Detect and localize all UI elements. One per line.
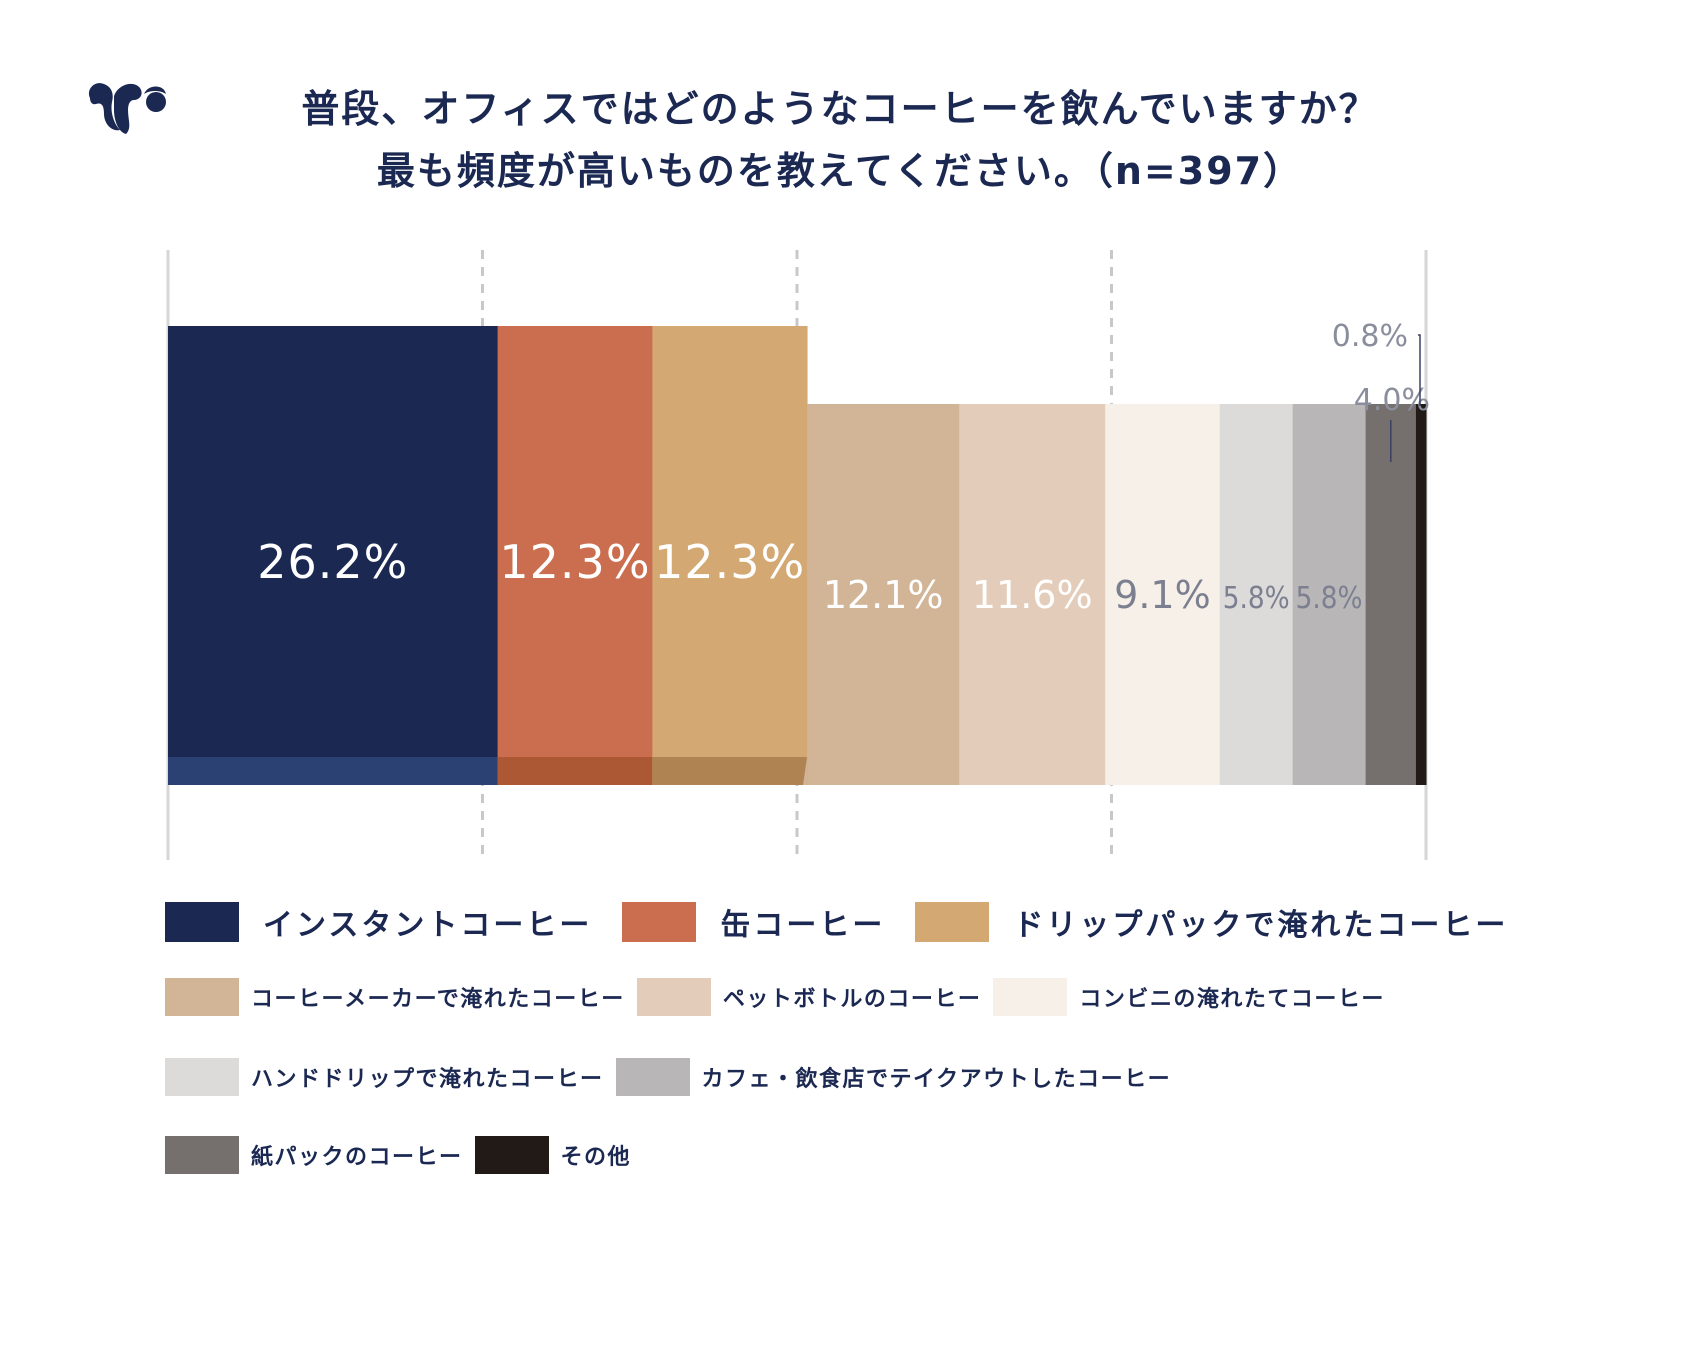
legend-label-7: ハンドドリップで淹れたコーヒー — [251, 1067, 604, 1092]
callout-label-10: 0.8% — [1332, 319, 1408, 354]
legend-label-3: ドリップパックで淹れたコーヒー — [1013, 908, 1509, 943]
bar-segment-7 — [1219, 404, 1294, 785]
legend-swatch-9 — [165, 1136, 239, 1174]
legend-row-2: コーヒーメーカーで淹れたコーヒー ペットボトルのコーヒー コンビニの淹れたてコーヒー — [165, 978, 1397, 1016]
bar-step-edge — [803, 757, 808, 785]
legend-item-8: カフェ・飲食店でテイクアウトしたコーヒー — [615, 1058, 1178, 1096]
legend-swatch-4 — [165, 978, 239, 1016]
callout-label-9: 4.0% — [1354, 383, 1430, 418]
data-label-1: 26.2% — [257, 535, 408, 589]
data-label-3: 12.3% — [654, 535, 805, 589]
legend-item-1: インスタントコーヒー — [165, 900, 616, 944]
data-label-5: 11.6% — [972, 573, 1093, 617]
bar-segment-6 — [1105, 404, 1221, 785]
data-label-6: 9.1% — [1114, 573, 1211, 617]
title-line-2: 最も頻度が高いものを教えてください。（n=397） — [376, 149, 1304, 193]
squirrel-logo-icon — [88, 83, 166, 134]
legend-item-4: コーヒーメーカーで淹れたコーヒー — [165, 978, 631, 1016]
chart-title: 普段、オフィスではどのようなコーヒーを飲んでいますか？ 最も頻度が高いものを教え… — [200, 78, 1480, 202]
title-line-1: 普段、オフィスではどのようなコーヒーを飲んでいますか？ — [301, 87, 1379, 131]
callout-leader-10 — [1418, 334, 1421, 406]
label-layer: 26.2% 12.3% 12.3% 12.1% 11.6% 9.1% 5.8% 5.8% 4.0… — [257, 319, 1430, 617]
legend-swatch-5 — [636, 978, 711, 1016]
data-label-8: 5.8% — [1296, 581, 1363, 616]
data-label-2: 12.3% — [499, 535, 650, 589]
legend-label-1: インスタントコーヒー — [263, 908, 593, 943]
legend-swatch-3 — [915, 902, 990, 942]
bar-segment-shade-2 — [497, 757, 653, 785]
legend-item-5: ペットボトルのコーヒー — [636, 978, 988, 1016]
legend-label-9: 紙パックのコーヒー — [251, 1145, 463, 1170]
legend-swatch-1 — [165, 902, 239, 942]
bar-segment-3 — [652, 326, 808, 785]
bar-segment-1 — [168, 326, 499, 785]
legend-item-6: コンビニの淹れたてコーヒー — [993, 978, 1391, 1016]
legend-label-6: コンビニの淹れたてコーヒー — [1079, 987, 1385, 1012]
legend-swatch-2 — [622, 902, 697, 942]
legend-row-3: ハンドドリップで淹れたコーヒー カフェ・飲食店でテイクアウトしたコーヒー — [165, 1058, 1183, 1096]
bar-segment-8 — [1292, 404, 1367, 785]
legend-label-10: その他 — [560, 1145, 632, 1170]
stacked-bar-chart: 26.2% 12.3% 12.3% 12.1% 11.6% 9.1% 5.8% 5.8% 4.0… — [166, 250, 1430, 860]
legend-label-8: カフェ・飲食店でテイクアウトしたコーヒー — [701, 1067, 1172, 1092]
legend-row-1: インスタントコーヒー 缶コーヒー ドリップパックで淹れたコーヒー — [165, 900, 1538, 944]
legend-swatch-7 — [165, 1058, 239, 1096]
legend-swatch-6 — [993, 978, 1068, 1016]
legend-label-4: コーヒーメーカーで淹れたコーヒー — [251, 987, 625, 1012]
bar-segment-5 — [959, 404, 1106, 785]
legend-label-2: 缶コーヒー — [720, 908, 886, 943]
data-label-4: 12.1% — [823, 573, 944, 617]
legend-swatch-10 — [474, 1136, 549, 1174]
bar-segment-10 — [1415, 404, 1427, 785]
legend-item-7: ハンドドリップで淹れたコーヒー — [165, 1058, 610, 1096]
bar-segment-2 — [497, 326, 653, 785]
legend-item-2: 缶コーヒー — [622, 900, 909, 944]
bar-segment-9 — [1365, 404, 1417, 785]
legend-label-5: ペットボトルのコーヒー — [722, 987, 982, 1012]
bar-segment-4 — [807, 404, 960, 785]
bar-segment-shade-3 — [652, 757, 808, 785]
legend-item-10: その他 — [474, 1136, 638, 1174]
bar-segment-shade-1 — [168, 757, 499, 785]
legend-item-3: ドリップパックで淹れたコーヒー — [915, 900, 1532, 944]
legend-row-4: 紙パックのコーヒー その他 — [165, 1136, 643, 1174]
legend-swatch-8 — [615, 1058, 690, 1096]
data-label-7: 5.8% — [1223, 581, 1290, 616]
bar-layer — [168, 326, 1427, 785]
legend-item-9: 紙パックのコーヒー — [165, 1136, 469, 1174]
